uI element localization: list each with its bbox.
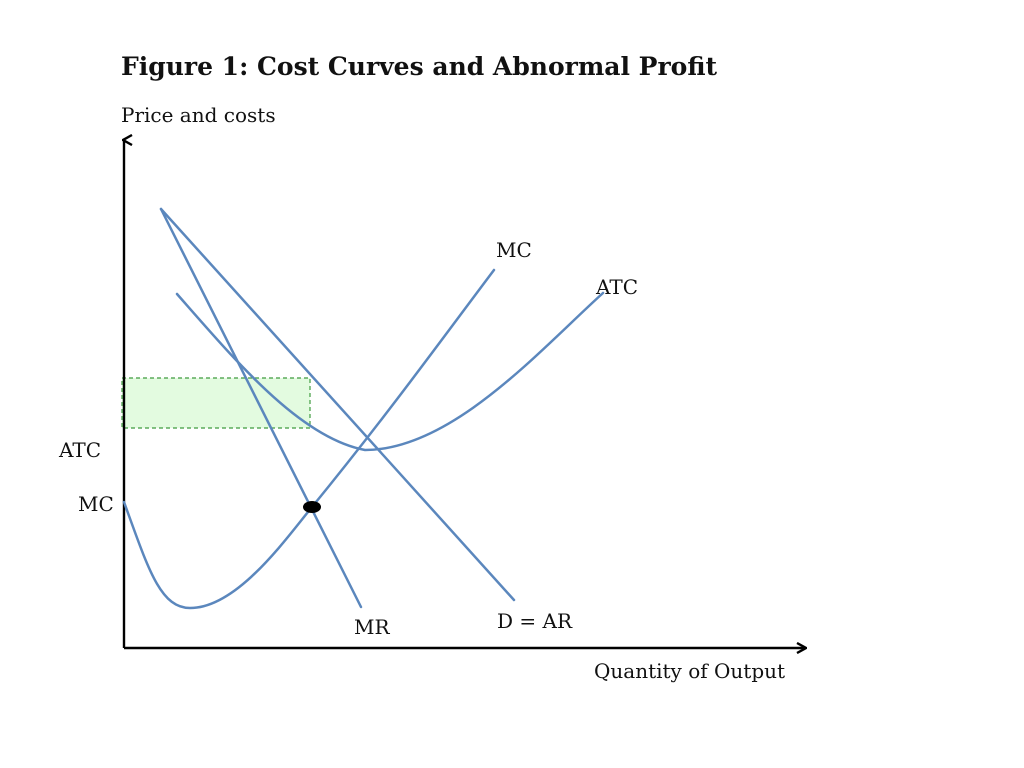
demand-ar-curve [159,207,516,602]
mc-curve [122,268,496,610]
x-axis-label: Quantity of Output [594,659,785,683]
mc-axis-label: MC [78,492,114,516]
atc-curve-label: ATC [595,275,638,299]
atc-axis-label: ATC [58,438,101,462]
y-axis-label: Price and costs [121,103,276,127]
mr-curve [159,207,363,609]
mr-curve-label: MR [354,615,390,639]
figure-title: Figure 1: Cost Curves and Abnormal Profi… [121,52,718,81]
mc-curve-label: MC [496,238,532,262]
profit-maximising-point [303,501,321,513]
demand-ar-label: D = AR [497,609,573,633]
